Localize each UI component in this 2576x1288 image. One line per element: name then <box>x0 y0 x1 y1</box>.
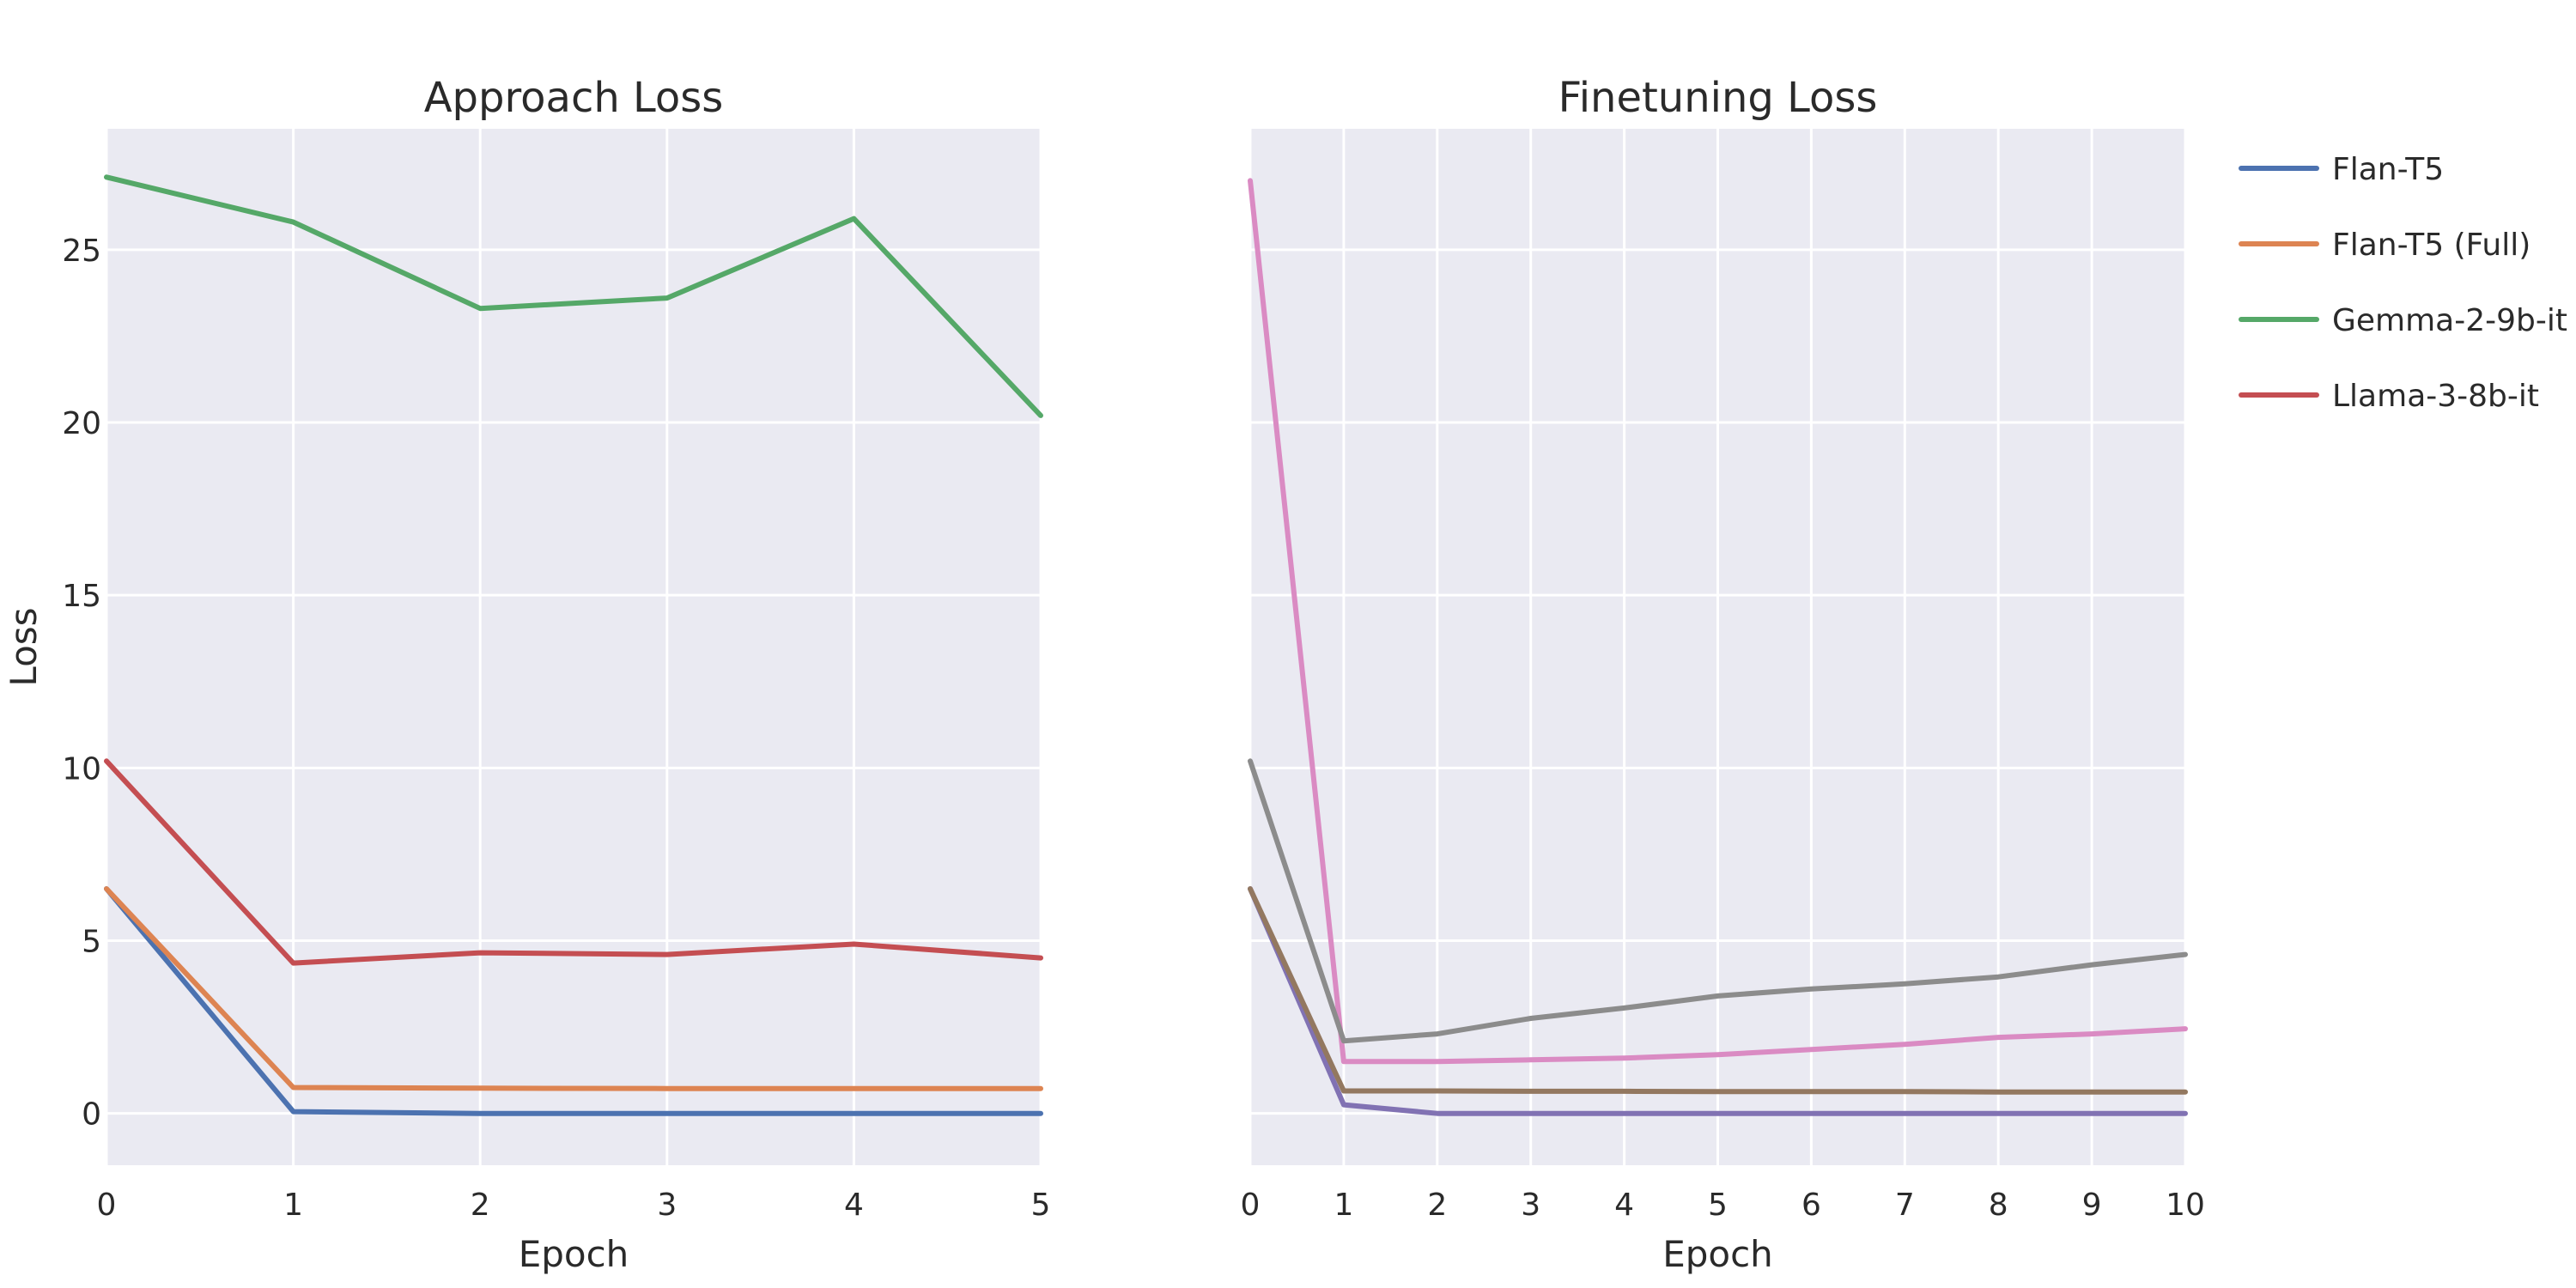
x-tick-label: 0 <box>1241 1188 1261 1223</box>
series-line-2 <box>1248 178 2188 1065</box>
x-tick-label: 5 <box>1708 1188 1728 1223</box>
finetuning-loss-panel: 0 1 2 3 4 5 6 7 8 9 10 Finetuning Loss Epoch <box>1241 74 2205 1275</box>
legend-label: Gemma-2-9b-it <box>2332 303 2567 338</box>
y-tick-label: 20 <box>62 406 101 441</box>
x-tick-label: 10 <box>2166 1188 2205 1223</box>
x-tick-label: 2 <box>471 1188 490 1223</box>
series-line-0 <box>1248 886 2188 1116</box>
plot-area <box>106 129 1041 1165</box>
legend-label: Flan-T5 <box>2332 152 2444 187</box>
approach-loss-panel: 0 1 2 3 4 5 0 5 10 15 20 25 Approach Loss Epoch Loss <box>3 74 1050 1275</box>
x-tick-label: 1 <box>1334 1188 1353 1223</box>
x-tick-label: 2 <box>1427 1188 1447 1223</box>
chart-title: Approach Loss <box>424 74 724 122</box>
legend-label: Llama-3-8b-it <box>2332 379 2539 414</box>
x-tick-label: 5 <box>1031 1188 1051 1223</box>
y-axis-label: Loss <box>3 607 45 686</box>
x-tick-label: 4 <box>1614 1188 1634 1223</box>
x-tick-label: 8 <box>1989 1188 2008 1223</box>
y-tick-label: 5 <box>82 924 101 959</box>
x-axis-label: Epoch <box>519 1233 629 1275</box>
y-tick-label: 15 <box>62 579 101 614</box>
legend: Flan-T5 Flan-T5 (Full) Gemma-2-9b-it Llama-… <box>2239 152 2567 414</box>
x-tick-label: 1 <box>283 1188 303 1223</box>
y-tick-label: 25 <box>62 234 101 269</box>
series-line-3 <box>104 758 1043 966</box>
series-line-3 <box>1248 758 2188 1044</box>
x-tick-label: 6 <box>1801 1188 1821 1223</box>
series-line-1 <box>1248 886 2188 1095</box>
x-tick-label: 3 <box>657 1188 677 1223</box>
chart-title: Finetuning Loss <box>1558 74 1878 122</box>
y-tick-label: 0 <box>82 1097 101 1133</box>
legend-label: Flan-T5 (Full) <box>2332 228 2530 263</box>
x-tick-label: 9 <box>2082 1188 2102 1223</box>
x-axis-label: Epoch <box>1662 1233 1773 1275</box>
series-line-1 <box>104 886 1043 1091</box>
x-tick-label: 0 <box>97 1188 117 1223</box>
x-tick-label: 3 <box>1521 1188 1540 1223</box>
x-tick-label: 4 <box>844 1188 864 1223</box>
x-tick-label: 7 <box>1895 1188 1915 1223</box>
series-line-0 <box>104 886 1043 1116</box>
series-line-2 <box>104 174 1043 418</box>
y-tick-label: 10 <box>62 751 101 787</box>
